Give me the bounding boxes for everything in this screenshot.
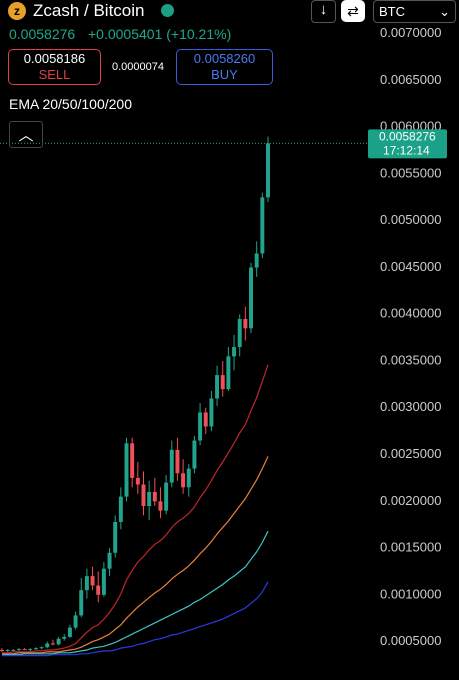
candle-body (50, 643, 55, 645)
candle-body (107, 552, 112, 569)
y-tick-label: 0.0005000 (380, 633, 441, 648)
price: 0.0058276 (9, 26, 76, 42)
ema-line (2, 456, 269, 655)
candle-body (175, 449, 180, 474)
y-tick-label: 0.0015000 (380, 540, 441, 555)
candle-body (73, 615, 78, 628)
spread: 0.0000074 (112, 61, 164, 73)
candle-body (84, 576, 89, 591)
candle-body (198, 412, 203, 441)
candle-body (79, 590, 84, 616)
candle-body (39, 647, 44, 649)
candle-body (203, 412, 208, 427)
candle-body (249, 267, 254, 329)
candle-body (124, 443, 129, 497)
y-tick-label: 0.0040000 (380, 306, 441, 321)
buy-label: BUY (211, 67, 238, 82)
y-tick-label: 0.0050000 (380, 212, 441, 227)
candle-body (56, 638, 61, 645)
currency-select[interactable]: BTC ⌄ (373, 0, 456, 23)
status-dot (161, 4, 174, 17)
y-tick-label: 0.0070000 (380, 25, 441, 40)
candle-body (260, 197, 265, 254)
candle-body (215, 375, 220, 399)
last-price-box (368, 129, 447, 159)
candle-body (226, 356, 231, 390)
candle-body (152, 491, 157, 502)
candle-body (186, 468, 191, 488)
candle-body (232, 347, 237, 357)
candle-body (96, 585, 101, 595)
candle-body (254, 253, 259, 268)
currency: BTC (379, 4, 405, 19)
download-button[interactable]: ↓ (311, 0, 336, 23)
y-tick-label: 0.0025000 (380, 446, 441, 461)
y-tick-label: 0.0045000 (380, 259, 441, 274)
y-tick-label: 0.0055000 (380, 165, 441, 180)
ema-line (2, 581, 269, 657)
candle-body (5, 650, 10, 652)
candle-body (130, 443, 135, 478)
y-tick-label: 0.0065000 (380, 72, 441, 87)
y-tick-label: 0.0035000 (380, 352, 441, 367)
buy-price: 0.0058260 (193, 51, 256, 66)
y-tick-label: 0.0010000 (380, 586, 441, 601)
coin-icon: z (8, 2, 26, 20)
candle-body (45, 643, 50, 648)
candle-body (266, 143, 270, 198)
candle-body (28, 649, 33, 651)
candle-body (141, 484, 146, 506)
candle-body (243, 318, 248, 329)
change: +0.0005401 (+10.21%) (88, 26, 232, 42)
candle-body (101, 568, 106, 595)
candle-body (220, 375, 225, 390)
sell-price: 0.0058186 (23, 51, 86, 66)
candle-body (22, 649, 27, 651)
candle-body (169, 449, 174, 483)
candle-body (181, 473, 186, 488)
candle-body (118, 496, 123, 522)
collapse-button[interactable]: ︿ (9, 121, 43, 148)
candle-body (209, 398, 214, 427)
buy-button[interactable]: 0.0058260 BUY (176, 49, 273, 85)
swap-button[interactable]: ⇄ (341, 0, 365, 22)
ema-line (2, 530, 269, 656)
chevron: ⌄ (439, 4, 450, 19)
candle-body (0, 650, 4, 652)
candle-body (192, 440, 197, 469)
candle-body (11, 650, 16, 652)
sell-button[interactable]: 0.0058186 SELL (8, 49, 101, 85)
ema-line (2, 364, 269, 654)
candle-body (16, 649, 21, 651)
y-tick-label: 0.0030000 (380, 399, 441, 414)
candle-body (62, 636, 67, 639)
candle-body (33, 648, 38, 650)
sell-label: SELL (38, 67, 71, 82)
y-tick-label: 0.0020000 (380, 493, 441, 508)
last-price-label: 0.0058276 (379, 130, 436, 144)
candle-body (158, 501, 163, 511)
indicator-label: EMA 20/50/100/200 (9, 96, 132, 112)
candle-body (237, 318, 242, 348)
candle-body (147, 491, 152, 506)
candle-body (67, 627, 72, 637)
last-price-time: 17:12:14 (383, 144, 430, 158)
candle-body (135, 477, 140, 485)
candle-body (113, 521, 118, 553)
candle-body (164, 482, 169, 511)
pair-title: Zcash / Bitcoin (33, 1, 145, 20)
candle-body (90, 576, 95, 586)
